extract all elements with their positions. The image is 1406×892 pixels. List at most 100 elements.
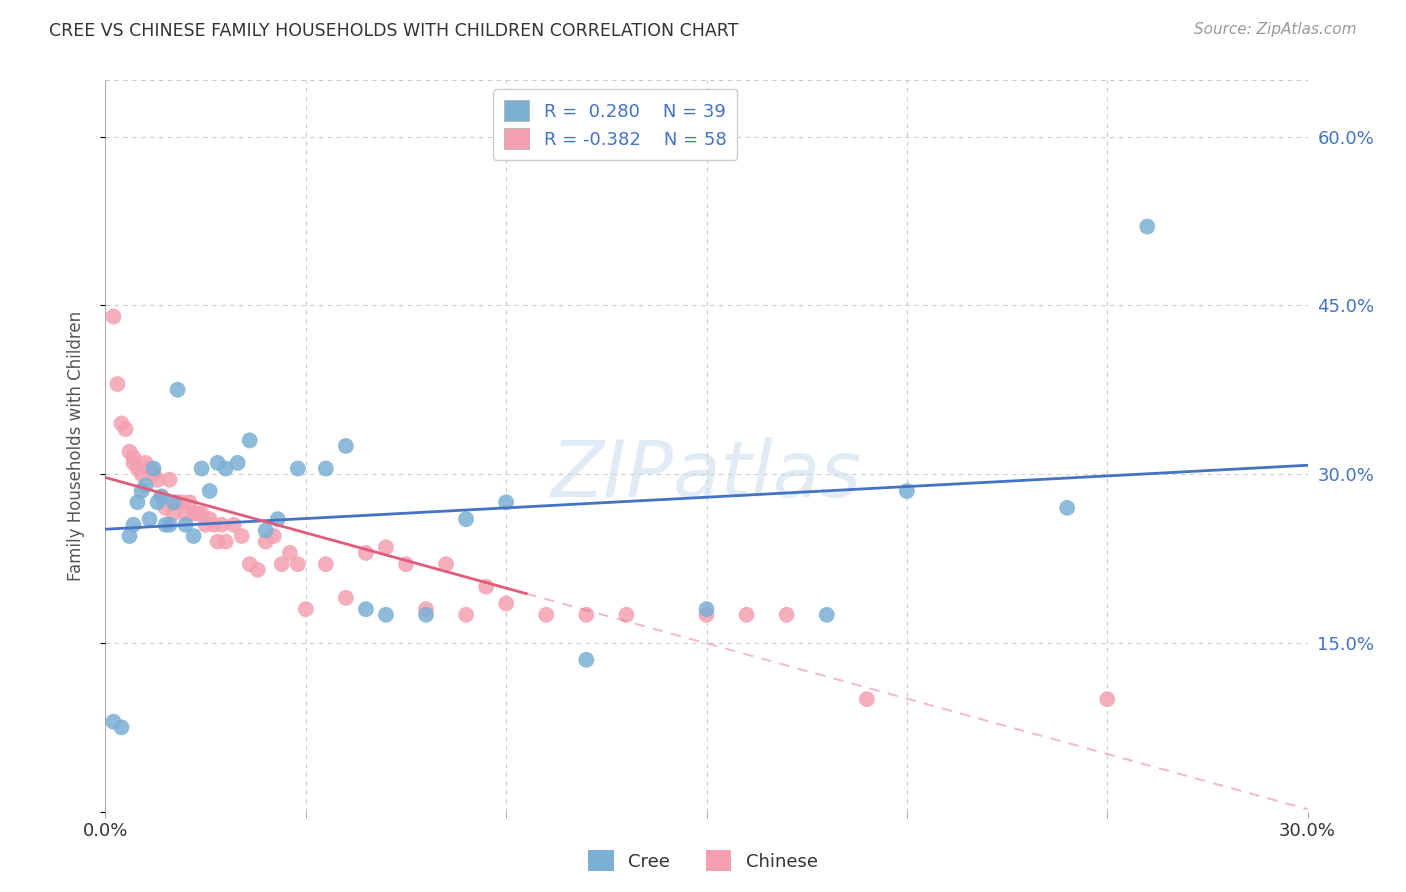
- Point: [198, 512, 221, 526]
- Point: [239, 434, 262, 448]
- Point: [110, 720, 132, 734]
- Point: [155, 517, 177, 532]
- Point: [183, 529, 205, 543]
- Point: [179, 495, 201, 509]
- Point: [254, 534, 277, 549]
- Point: [456, 607, 478, 622]
- Point: [896, 483, 918, 498]
- Point: [456, 512, 478, 526]
- Point: [118, 529, 141, 543]
- Point: [166, 495, 188, 509]
- Point: [207, 456, 229, 470]
- Point: [335, 439, 357, 453]
- Point: [287, 461, 309, 475]
- Point: [495, 597, 517, 611]
- Point: [214, 534, 236, 549]
- Point: [278, 546, 301, 560]
- Point: [354, 546, 377, 560]
- Point: [142, 461, 165, 475]
- Point: [226, 456, 249, 470]
- Point: [270, 557, 292, 571]
- Point: [536, 607, 558, 622]
- Point: [207, 534, 229, 549]
- Point: [107, 377, 129, 392]
- Point: [354, 602, 377, 616]
- Point: [138, 512, 160, 526]
- Point: [190, 461, 212, 475]
- Point: [735, 607, 758, 622]
- Point: [162, 495, 184, 509]
- Point: [187, 507, 209, 521]
- Point: [118, 444, 141, 458]
- Point: [103, 310, 125, 324]
- Point: [131, 467, 153, 482]
- Point: [135, 478, 157, 492]
- Text: ZIPatlas: ZIPatlas: [551, 437, 862, 513]
- Legend: Cree, Chinese: Cree, Chinese: [581, 843, 825, 879]
- Point: [150, 490, 173, 504]
- Point: [475, 580, 498, 594]
- Point: [110, 417, 132, 431]
- Point: [190, 507, 212, 521]
- Point: [575, 653, 598, 667]
- Point: [127, 461, 149, 475]
- Point: [146, 473, 169, 487]
- Point: [1136, 219, 1159, 234]
- Point: [434, 557, 457, 571]
- Point: [335, 591, 357, 605]
- Point: [815, 607, 838, 622]
- Point: [222, 517, 245, 532]
- Point: [122, 456, 145, 470]
- Point: [138, 461, 160, 475]
- Point: [174, 507, 197, 521]
- Point: [375, 541, 398, 555]
- Point: [103, 714, 125, 729]
- Text: CREE VS CHINESE FAMILY HOUSEHOLDS WITH CHILDREN CORRELATION CHART: CREE VS CHINESE FAMILY HOUSEHOLDS WITH C…: [49, 22, 738, 40]
- Point: [214, 461, 236, 475]
- Point: [776, 607, 799, 622]
- Point: [295, 602, 318, 616]
- Point: [122, 517, 145, 532]
- Point: [155, 500, 177, 515]
- Point: [131, 483, 153, 498]
- Point: [239, 557, 262, 571]
- Point: [114, 422, 136, 436]
- Point: [315, 461, 337, 475]
- Point: [1097, 692, 1119, 706]
- Point: [1056, 500, 1078, 515]
- Point: [170, 495, 193, 509]
- Point: [267, 512, 290, 526]
- Point: [231, 529, 253, 543]
- Point: [142, 467, 165, 482]
- Point: [162, 507, 184, 521]
- Point: [696, 602, 718, 616]
- Point: [150, 490, 173, 504]
- Point: [166, 383, 188, 397]
- Point: [183, 507, 205, 521]
- Point: [159, 473, 181, 487]
- Point: [135, 456, 157, 470]
- Point: [211, 517, 233, 532]
- Point: [395, 557, 418, 571]
- Legend: R =  0.280    N = 39, R = -0.382    N = 58: R = 0.280 N = 39, R = -0.382 N = 58: [494, 89, 737, 160]
- Point: [315, 557, 337, 571]
- Point: [415, 607, 437, 622]
- Point: [146, 495, 169, 509]
- Point: [696, 607, 718, 622]
- Point: [575, 607, 598, 622]
- Point: [198, 483, 221, 498]
- Point: [375, 607, 398, 622]
- Point: [202, 517, 225, 532]
- Point: [263, 529, 285, 543]
- Point: [122, 450, 145, 465]
- Point: [127, 495, 149, 509]
- Point: [616, 607, 638, 622]
- Y-axis label: Family Households with Children: Family Households with Children: [66, 311, 84, 581]
- Point: [415, 602, 437, 616]
- Point: [174, 517, 197, 532]
- Point: [194, 517, 217, 532]
- Text: Source: ZipAtlas.com: Source: ZipAtlas.com: [1194, 22, 1357, 37]
- Point: [495, 495, 517, 509]
- Point: [287, 557, 309, 571]
- Point: [855, 692, 877, 706]
